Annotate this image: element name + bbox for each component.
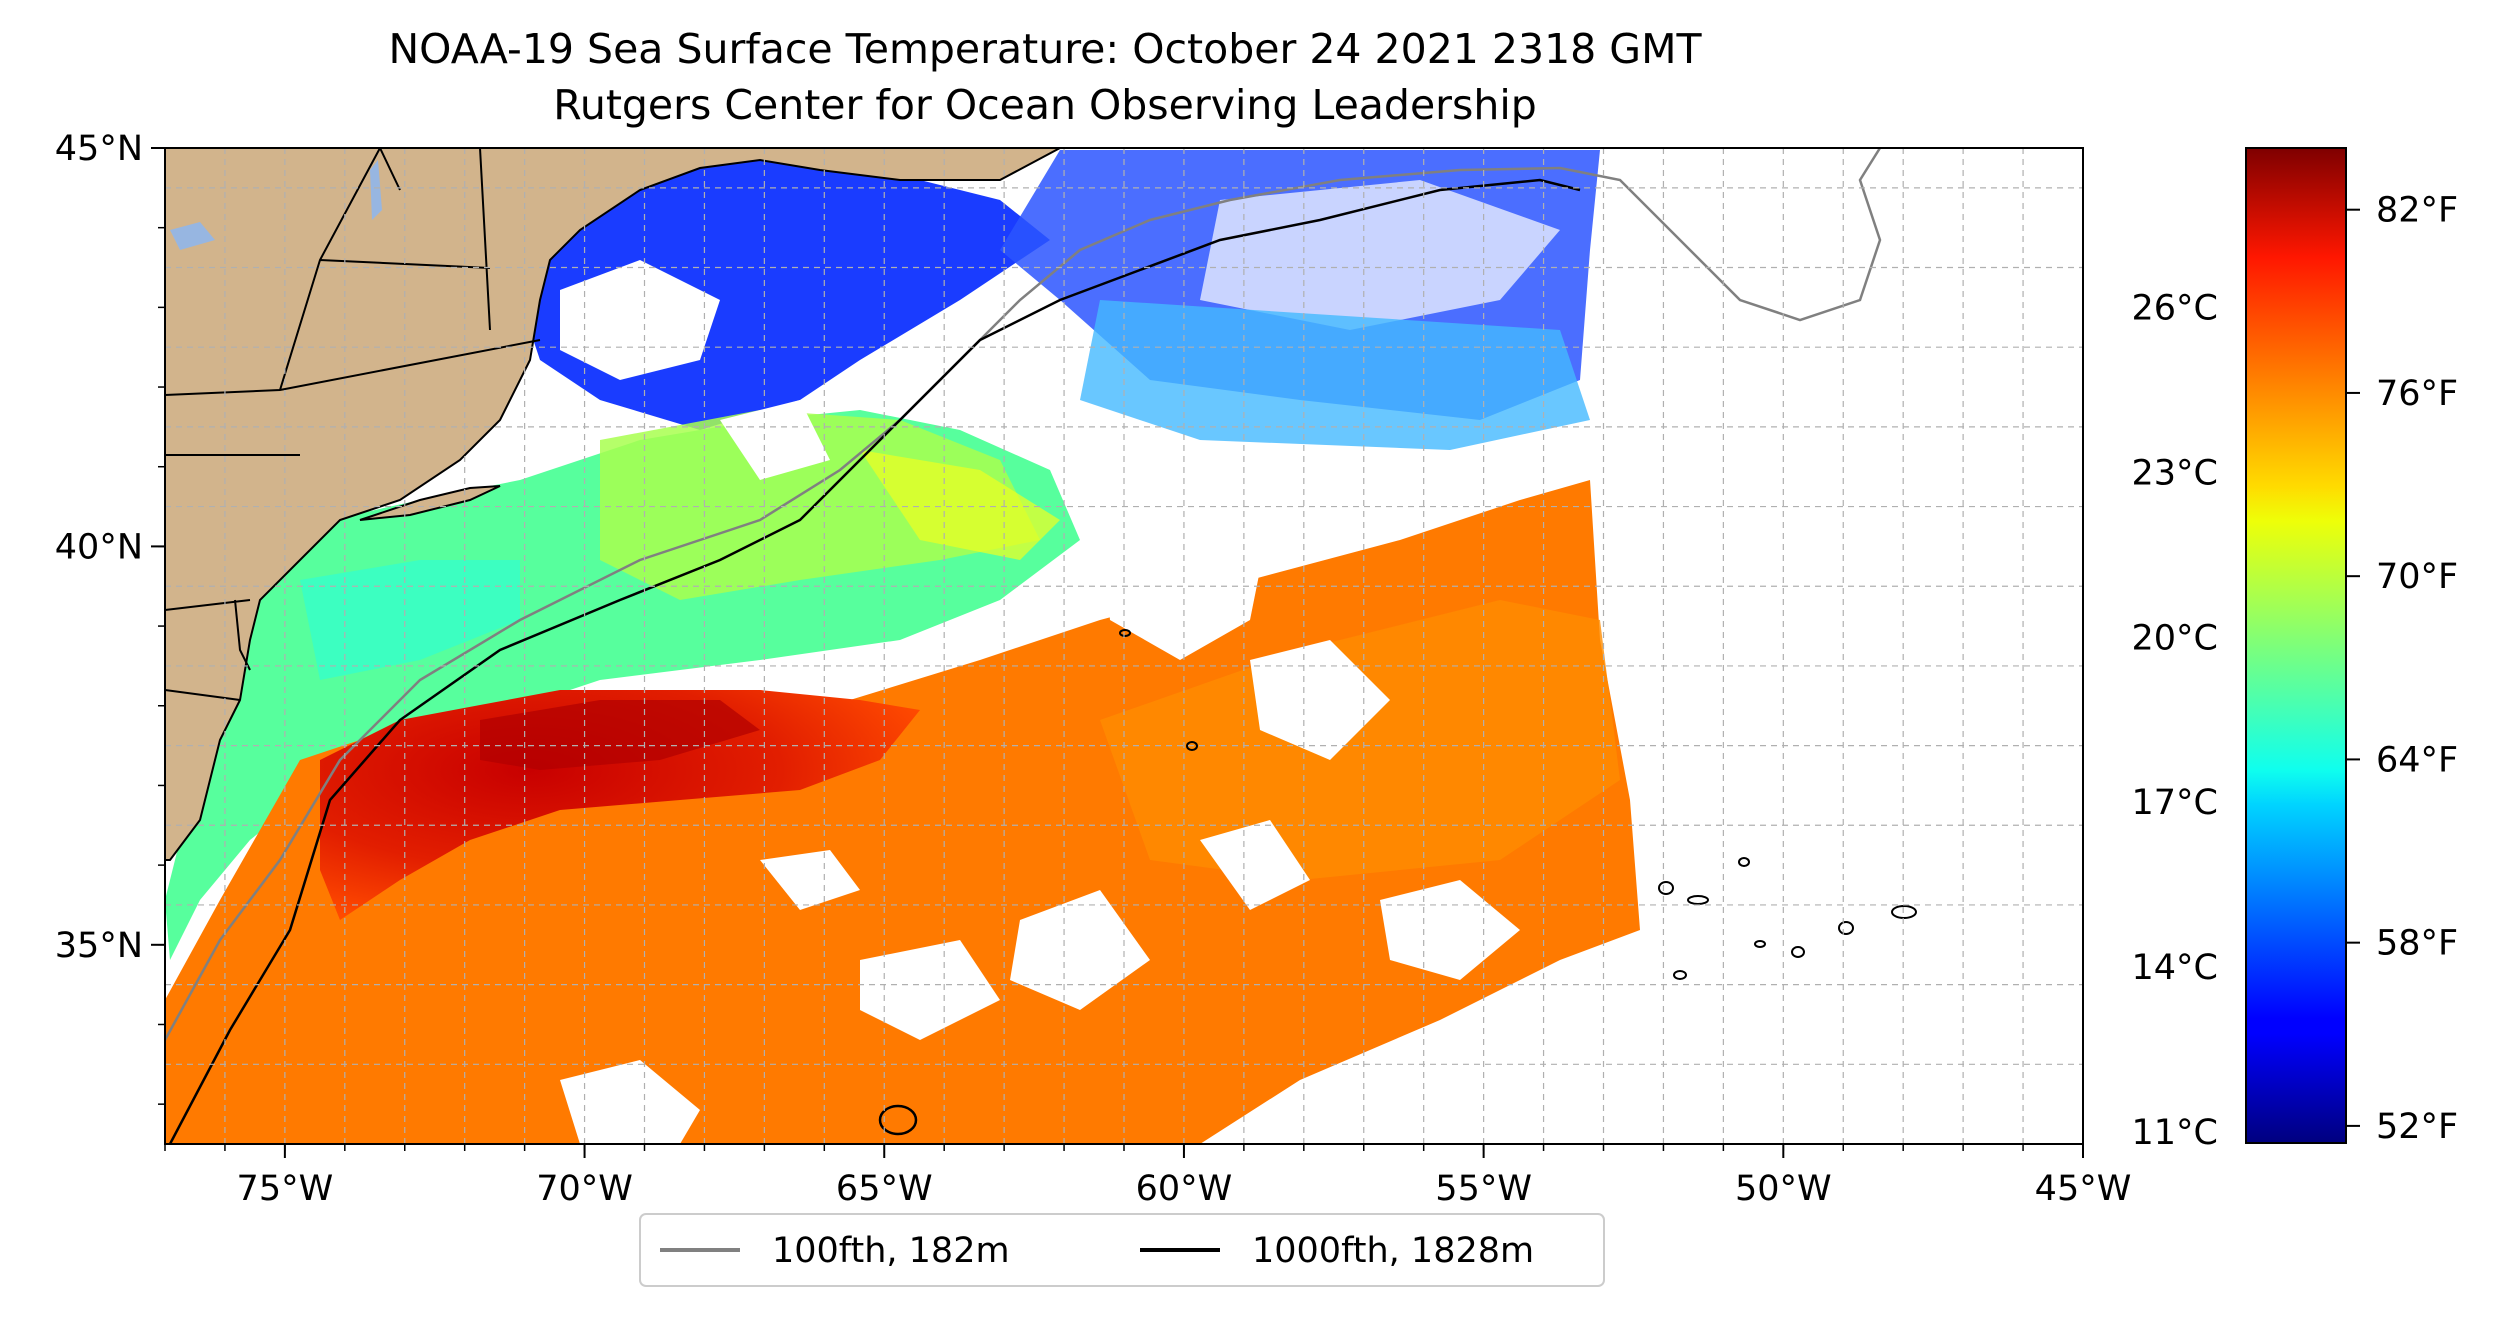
land-nova-scotia: [760, 148, 1060, 175]
isobath-100fth: [165, 148, 1882, 1041]
seamount-contour: [1673, 970, 1687, 980]
cloud-gap: [560, 1060, 700, 1144]
colorbar-celsius-label: 23°C: [2132, 453, 2218, 493]
warm-water-region: [165, 480, 1640, 1144]
cloud-gap: [860, 940, 1000, 1040]
lon-tick-label: 65°W: [836, 1169, 933, 1209]
colorbar-celsius-label: 17°C: [2132, 783, 2218, 823]
seamount-contour: [1891, 905, 1917, 919]
legend-frame: [639, 1213, 1605, 1287]
colorbar-fahrenheit-label: 52°F: [2376, 1107, 2458, 1147]
legend-label-100fth: 100fth, 182m: [772, 1231, 1010, 1271]
lake: [170, 222, 215, 250]
seamount-contour: [1687, 895, 1709, 905]
colorbar-celsius-label: 14°C: [2132, 948, 2218, 988]
cloud-gap: [720, 400, 830, 480]
legend: 100fth, 182m 1000fth, 1828m: [639, 1213, 1605, 1287]
map-axis-ticks: 75°W 70°W 65°W 60°W 55°W 50°W 45°W 45°N 40°N 35°N: [55, 129, 2132, 1209]
seamount-contour: [1754, 940, 1766, 948]
lon-tick-label: 55°W: [1435, 1169, 1532, 1209]
lake: [370, 160, 382, 220]
colorbar-gradient: [2245, 147, 2347, 1144]
cloud-gap: [1010, 890, 1150, 1010]
sst-imagery: [165, 148, 2083, 1144]
lon-tick-label: 50°W: [1735, 1169, 1832, 1209]
lon-tick-label: 70°W: [536, 1169, 633, 1209]
colorbar-celsius-label: 20°C: [2132, 618, 2218, 658]
lat-tick-label: 40°N: [55, 527, 143, 567]
seamount-contour: [1838, 921, 1854, 935]
colorbar: 11°C 14°C 17°C 20°C 23°C 26°C 52°F 58°F 64°F 70°F…: [2132, 147, 2459, 1153]
seamount-contour: [1119, 629, 1131, 637]
colorbar-celsius-label: 11°C: [2132, 1113, 2218, 1153]
cloud-gap: [1100, 470, 1270, 660]
seamount-contour: [878, 1104, 918, 1136]
lat-tick-label: 35°N: [55, 926, 143, 966]
colorbar-fahrenheit-label: 64°F: [2376, 740, 2458, 780]
lon-tick-label: 75°W: [237, 1169, 334, 1209]
colorbar-fahrenheit-label: 76°F: [2376, 374, 2458, 414]
lon-tick-label: 45°W: [2035, 1169, 2132, 1209]
gulf-stream-core: [320, 690, 920, 920]
lon-tick-label: 60°W: [1136, 1169, 1233, 1209]
isobath-1000fth: [168, 178, 1581, 1144]
cloud-gap: [760, 850, 860, 910]
map-gridlines: [164, 148, 2084, 1145]
seamount-contour: [1738, 857, 1750, 867]
coastline: [165, 148, 1061, 861]
colorbar-fahrenheit-label: 82°F: [2376, 191, 2458, 231]
colorbar-fahrenheit-label: 58°F: [2376, 924, 2458, 964]
colorbar-fahrenheit-label: 70°F: [2376, 557, 2458, 597]
land-north-america: [165, 148, 1060, 860]
chart-subtitle: Rutgers Center for Ocean Observing Leade…: [553, 81, 1537, 129]
cloud-gap: [1200, 820, 1310, 910]
seamount-contour: [1658, 881, 1674, 895]
cloud-gap: [1250, 640, 1390, 760]
legend-label-1000fth: 1000fth, 1828m: [1252, 1231, 1534, 1271]
chart-title: NOAA-19 Sea Surface Temperature: October…: [388, 25, 1702, 73]
colorbar-ticks: 11°C 14°C 17°C 20°C 23°C 26°C 52°F 58°F 64°F 70°F…: [2132, 191, 2459, 1153]
lat-tick-label: 45°N: [55, 129, 143, 169]
map-area: 75°W 70°W 65°W 60°W 55°W 50°W 45°W 45°N 40°N 35°N: [55, 129, 2132, 1209]
seamount-contour: [1791, 946, 1805, 958]
colorbar-celsius-label: 26°C: [2132, 288, 2218, 328]
seamount-contour: [1186, 741, 1198, 751]
cloud-gap: [560, 260, 720, 380]
